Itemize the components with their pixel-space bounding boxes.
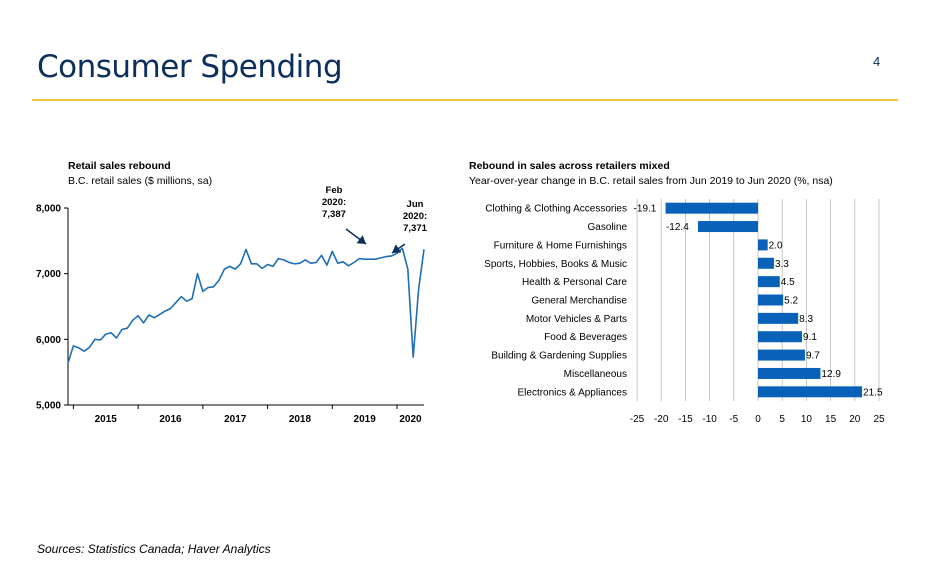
bar bbox=[758, 349, 805, 361]
bar-value-label: -12.4 bbox=[666, 222, 689, 233]
bar-value-label: 8.3 bbox=[799, 314, 813, 325]
category-label: Sports, Hobbies, Books & Music bbox=[484, 259, 627, 270]
page-number: 4 bbox=[873, 54, 881, 69]
bar bbox=[758, 294, 784, 306]
bar bbox=[665, 202, 758, 214]
bar-value-label: 5.2 bbox=[784, 296, 798, 307]
bar bbox=[758, 257, 774, 269]
annotation-label: Feb 2020: 7,387 bbox=[322, 185, 346, 220]
category-label: General Merchandise bbox=[531, 296, 627, 307]
bar-value-label: 12.9 bbox=[821, 369, 841, 380]
x-tick-label: -10 bbox=[702, 414, 717, 425]
bar-chart-subtitle: Year-over-year change in B.C. retail sal… bbox=[469, 175, 833, 187]
x-tick-label: 0 bbox=[755, 414, 761, 425]
x-tick-label: -5 bbox=[729, 414, 738, 425]
bar bbox=[758, 312, 799, 324]
category-label: Clothing & Clothing Accessories bbox=[485, 204, 627, 215]
category-label: Building & Gardening Supplies bbox=[491, 351, 627, 362]
y-tick-label: 7,000 bbox=[36, 269, 61, 280]
bar-value-label: 3.3 bbox=[775, 259, 789, 270]
bar-value-label: 2.0 bbox=[769, 240, 783, 251]
x-tick-label: -20 bbox=[654, 414, 669, 425]
y-tick-label: 8,000 bbox=[36, 204, 61, 215]
x-tick-label: 10 bbox=[801, 414, 813, 425]
category-label: Electronics & Appliances bbox=[517, 387, 627, 398]
x-tick-label: 15 bbox=[825, 414, 837, 425]
bar bbox=[758, 276, 780, 288]
annotation-arrow-head bbox=[356, 235, 366, 244]
x-tick-label: 25 bbox=[873, 414, 885, 425]
page-title: Consumer Spending bbox=[37, 49, 343, 85]
x-tick-label: -15 bbox=[678, 414, 693, 425]
category-label: Gasoline bbox=[588, 222, 628, 233]
category-label: Health & Personal Care bbox=[522, 277, 627, 288]
bar bbox=[758, 239, 768, 251]
x-tick-label: 2015 bbox=[95, 414, 118, 425]
category-label: Motor Vehicles & Parts bbox=[526, 314, 627, 325]
y-tick-label: 6,000 bbox=[36, 335, 61, 346]
y-tick-label: 5,000 bbox=[36, 401, 61, 412]
bar-chart-title: Rebound in sales across retailers mixed bbox=[469, 160, 670, 172]
bar bbox=[758, 386, 863, 398]
bar-value-label: 4.5 bbox=[781, 277, 795, 288]
x-tick-label: 20 bbox=[849, 414, 861, 425]
bar bbox=[758, 367, 821, 379]
category-label: Furniture & Home Furnishings bbox=[494, 240, 627, 251]
bar bbox=[758, 331, 803, 343]
annotation-label: Jun 2020: 7,371 bbox=[403, 199, 428, 234]
annotation-arrow-head bbox=[392, 244, 402, 253]
x-tick-label: 5 bbox=[779, 414, 785, 425]
sources-footnote: Sources: Statistics Canada; Haver Analyt… bbox=[37, 542, 271, 556]
x-tick-label: 2020 bbox=[399, 414, 422, 425]
category-label: Miscellaneous bbox=[564, 369, 627, 380]
line-chart-subtitle: B.C. retail sales ($ millions, sa) bbox=[68, 175, 213, 187]
title-divider bbox=[32, 99, 898, 101]
bar-value-label: 21.5 bbox=[863, 387, 883, 398]
bar bbox=[697, 221, 758, 233]
x-tick-label: 2016 bbox=[159, 414, 182, 425]
x-tick-label: 2018 bbox=[289, 414, 312, 425]
x-tick-label: 2019 bbox=[354, 414, 377, 425]
bar-value-label: -19.1 bbox=[634, 204, 657, 215]
x-tick-label: 2017 bbox=[224, 414, 247, 425]
category-label: Food & Beverages bbox=[544, 332, 627, 343]
retail-sales-series-line bbox=[67, 247, 425, 364]
x-tick-label: -25 bbox=[630, 414, 645, 425]
bar-value-label: 9.1 bbox=[803, 332, 817, 343]
bar-value-label: 9.7 bbox=[806, 351, 820, 362]
line-chart-title: Retail sales rebound bbox=[68, 160, 171, 172]
